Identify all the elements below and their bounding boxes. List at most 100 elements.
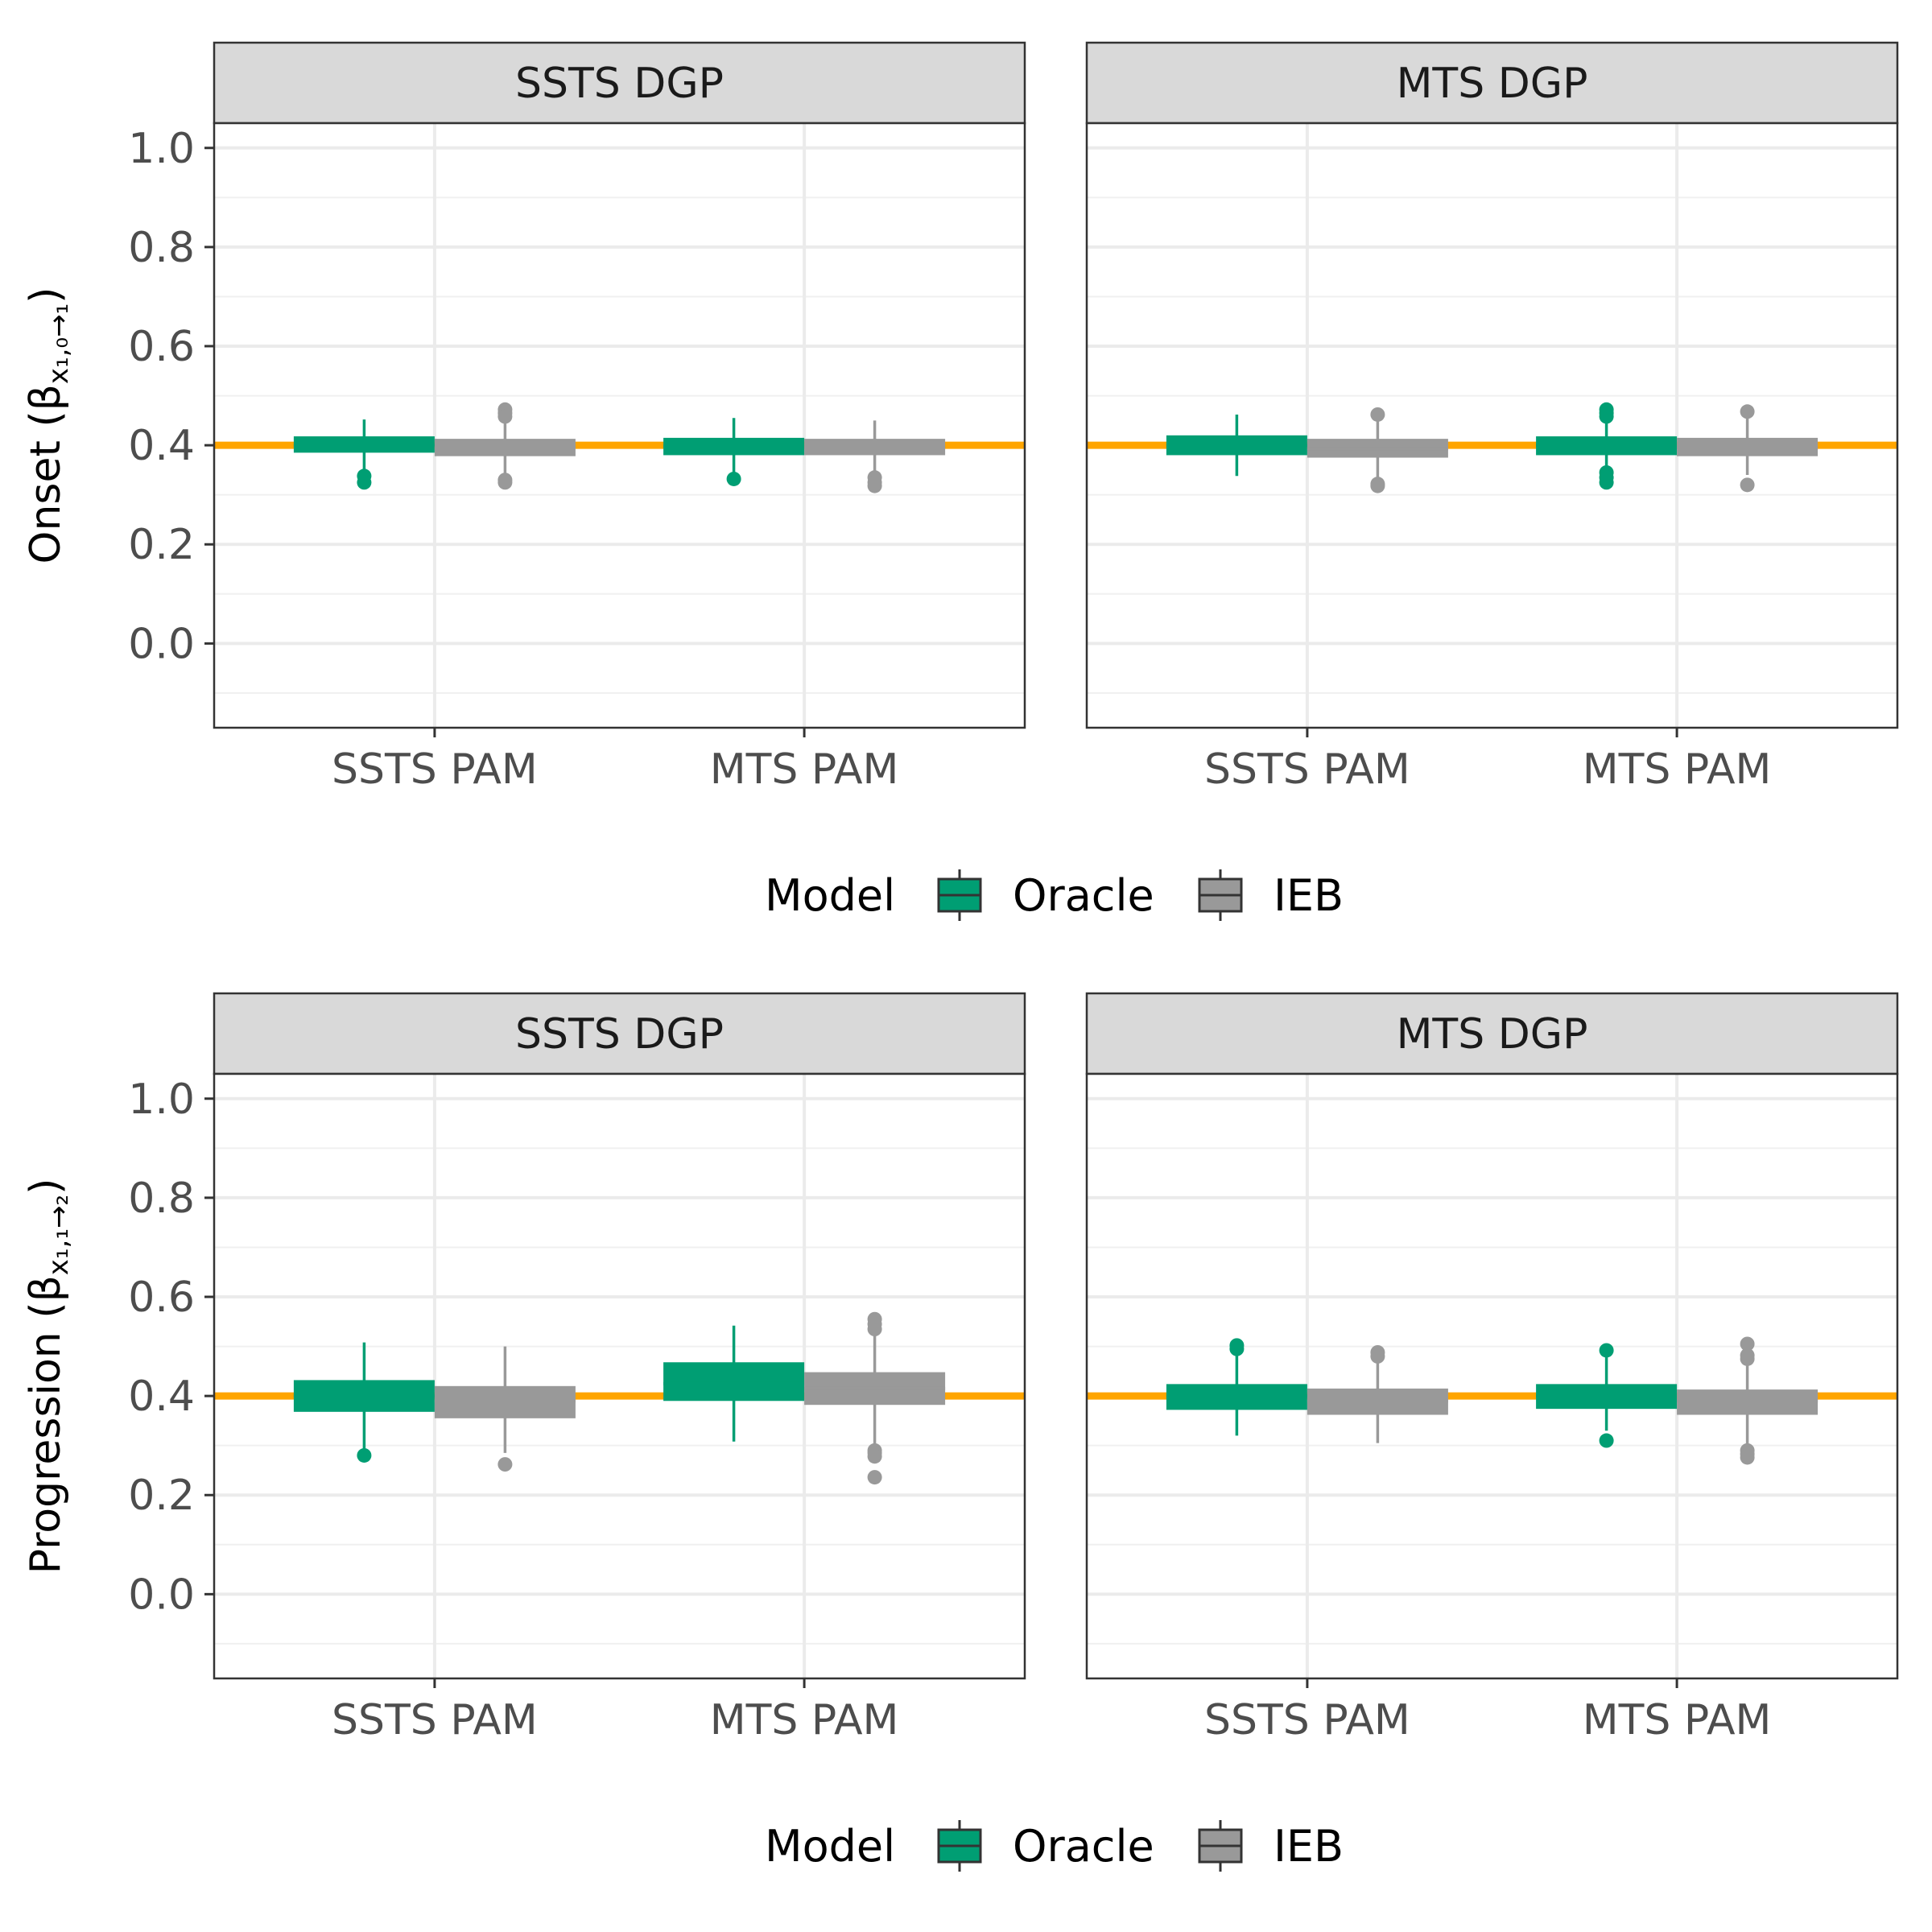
box-outlier [1599, 475, 1614, 490]
legend-label-oracle: Oracle [1013, 870, 1154, 921]
y-axis-title-sub: x₁,₀→₁ [43, 303, 75, 384]
legend-title: Model [765, 1821, 895, 1872]
legend: Model Oracle IEB [765, 1820, 1344, 1872]
box-outlier [497, 409, 513, 424]
panel-background [1087, 1074, 1897, 1678]
box-outlier [1740, 1351, 1755, 1366]
y-tick-label: 0.2 [128, 521, 195, 569]
x-tick-label: MTS PAM [1583, 745, 1772, 794]
box-outlier [1740, 404, 1755, 419]
box-outlier [867, 1470, 882, 1485]
facet-label: MTS DGP [1397, 1010, 1588, 1059]
box-oracle-mts-pam [663, 418, 805, 486]
plot-row-progression: SSTS DGP SSTS PAM MTS PAM 0.0 0.2 0.4 0.6 0.8 1.… [22, 992, 1899, 1872]
box-ieb-ssts-pam [434, 402, 576, 490]
facet-strip [213, 992, 1026, 1075]
box-oracle-ssts-pam [1166, 1338, 1307, 1436]
box-body [663, 1362, 805, 1402]
facet-label: SSTS DGP [515, 1010, 724, 1059]
panel-background [1087, 123, 1897, 728]
y-tick-label: 0.6 [128, 1274, 195, 1322]
y-axis-title-sub: x₁,₁→₂ [43, 1195, 75, 1275]
box-outlier [867, 1322, 882, 1337]
box-outlier [1370, 1348, 1385, 1364]
panel-ssts-dgp: SSTS DGP SSTS PAM MTS PAM 0.0 0.2 0.4 0.6 0.8 1.… [128, 41, 1026, 794]
x-tick-label: MTS PAM [1583, 1696, 1772, 1744]
box-oracle-mts-pam [1536, 402, 1678, 490]
box-outlier [1740, 1336, 1755, 1352]
panel-border [1085, 122, 1899, 729]
box-outlier [867, 1449, 882, 1464]
y-axis-title-text: Progression (βx₁,₁→₂) [22, 1179, 75, 1575]
panel-mts-dgp: MTS DGP SSTS PAM MTS PAM [1085, 992, 1899, 1744]
y-tick-label: 0.4 [128, 1373, 195, 1421]
panel-ssts-dgp: SSTS DGP SSTS PAM MTS PAM 0.0 0.2 0.4 0.6 0.8 1.… [128, 992, 1026, 1744]
box-ieb-mts-pam [804, 1311, 946, 1485]
y-tick-label: 0.0 [128, 1571, 195, 1619]
facet-label: SSTS DGP [515, 60, 724, 108]
panel-mts-dgp: MTS DGP SSTS PAM MTS PAM [1085, 41, 1899, 794]
y-axis-title-close: ) [22, 1179, 70, 1195]
facet-strip [213, 41, 1026, 125]
y-tick-label: 0.4 [128, 422, 195, 470]
x-tick-label: SSTS PAM [332, 745, 538, 794]
box-outlier [497, 1457, 513, 1472]
y-axis-title-text: Onset (βx₁,₀→₁) [22, 287, 75, 564]
y-axis-title-main: Progression ( [22, 1302, 70, 1574]
box-outlier [357, 1447, 372, 1463]
x-tick-label: SSTS PAM [1204, 745, 1410, 794]
box-outlier [497, 475, 513, 490]
panel-border [213, 1072, 1026, 1680]
box-outlier [1740, 1450, 1755, 1465]
box-ieb-ssts-pam [434, 1346, 576, 1472]
legend-key-oracle [937, 869, 982, 921]
y-axis-title-close: ) [22, 287, 70, 303]
plot-row-onset: SSTS DGP SSTS PAM MTS PAM 0.0 0.2 0.4 0.6 0.8 1.… [22, 41, 1899, 921]
y-axis-title-symbol: β [22, 384, 70, 411]
legend: Model Oracle IEB [765, 869, 1344, 921]
legend-label-ieb: IEB [1274, 870, 1344, 921]
facet-strip [1085, 41, 1899, 125]
box-oracle-mts-pam [1536, 1343, 1678, 1448]
panel-border [213, 122, 1026, 729]
y-axis-title-main: Onset ( [22, 411, 70, 564]
box-ieb-mts-pam [804, 420, 946, 493]
legend-title: Model [765, 870, 895, 921]
box-outlier [1740, 477, 1755, 493]
legend-key-ieb [1198, 869, 1243, 921]
y-axis-title-symbol: β [22, 1275, 70, 1302]
x-tick-label: SSTS PAM [332, 1696, 538, 1744]
panel-background [214, 123, 1025, 728]
facet-strip [1085, 992, 1899, 1075]
y-tick-label: 0.0 [128, 620, 195, 668]
y-tick-label: 0.2 [128, 1472, 195, 1520]
panel-border [1085, 1072, 1899, 1680]
y-tick-label: 0.8 [128, 224, 195, 272]
box-outlier [1370, 478, 1385, 493]
box-outlier [1370, 407, 1385, 422]
box-outlier [867, 478, 882, 493]
legend-key-ieb [1198, 1820, 1243, 1872]
box-oracle-mts-pam [663, 1325, 805, 1442]
y-axis-title: Onset (βx₁,₀→₁) [22, 287, 75, 564]
box-outlier [1599, 409, 1614, 424]
box-oracle-ssts-pam [1166, 414, 1307, 477]
box-outlier [726, 471, 741, 486]
legend-label-ieb: IEB [1274, 1821, 1344, 1872]
legend-key-oracle [937, 1820, 982, 1872]
y-axis-title: Progression (βx₁,₁→₂) [22, 1179, 75, 1575]
x-tick-label: MTS PAM [710, 745, 899, 794]
box-outlier [357, 475, 372, 490]
box-ieb-mts-pam [1677, 1336, 1818, 1465]
y-tick-label: 1.0 [128, 125, 195, 173]
box-ieb-ssts-pam [1307, 1344, 1448, 1443]
facet-label: MTS DGP [1397, 60, 1588, 108]
y-tick-label: 1.0 [128, 1075, 195, 1124]
y-tick-label: 0.8 [128, 1174, 195, 1223]
y-tick-label: 0.6 [128, 323, 195, 371]
box-outlier [1229, 1341, 1245, 1356]
x-tick-label: SSTS PAM [1204, 1696, 1410, 1744]
box-oracle-ssts-pam [293, 419, 435, 490]
box-outlier [1599, 1433, 1614, 1448]
